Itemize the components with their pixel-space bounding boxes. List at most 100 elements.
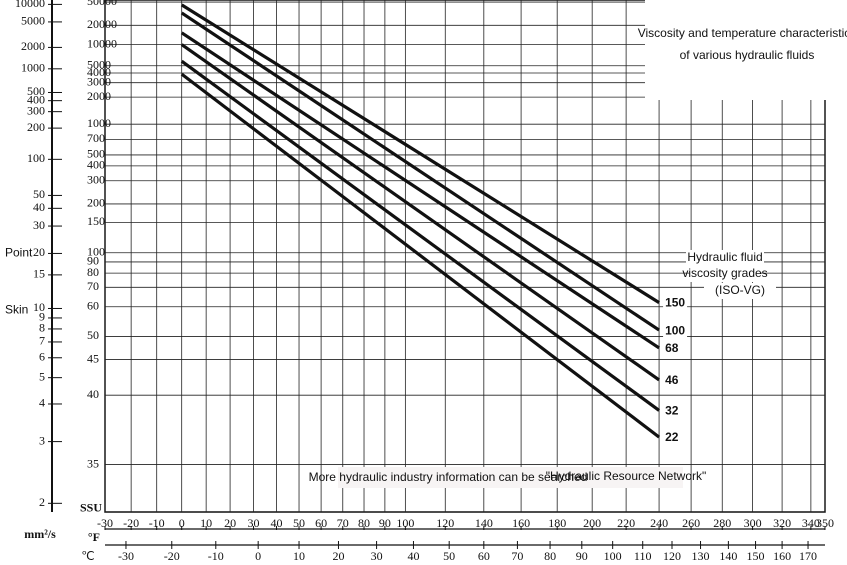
ssu-tick-label: 150: [87, 214, 105, 228]
y-tick-label: 3: [39, 433, 45, 447]
y-tick-label: 100: [27, 151, 45, 165]
x-axis-label: °F: [88, 530, 100, 544]
chart-title: Viscosity and temperature characteristic…: [638, 26, 847, 40]
y-tick-label: 200: [27, 120, 45, 134]
x-tick-label: 300: [744, 516, 762, 530]
x-tick-label: 240: [650, 516, 668, 530]
legend-label: 100: [665, 323, 685, 337]
x-tick-label: -20: [123, 516, 139, 530]
footer-source: "Hydraulic Resource Network": [546, 469, 707, 483]
x-tick-label: 30: [248, 516, 260, 530]
ssu-tick-label: 300: [87, 173, 105, 187]
viscosity-line: [180, 31, 660, 350]
footer-note: More hydraulic industry information can …: [309, 470, 588, 484]
ssu-tick-label: 200: [87, 196, 105, 210]
label-bg: [663, 321, 688, 340]
ssu-tick-label: 45: [87, 351, 99, 365]
labels: -30 -20 -10 0 10 20 30 40 50 60 70 80 90 100 120 140 160…: [5, 0, 847, 563]
legend-title-bg: [704, 283, 776, 299]
chart-subtitle: of various hydraulic fluids: [680, 48, 815, 62]
x2-tick-label: 90: [576, 549, 588, 563]
x-tick-label: -10: [149, 516, 165, 530]
x2-tick-label: 60: [478, 549, 490, 563]
label-bg: [663, 401, 688, 420]
legend-title-bg: [686, 250, 764, 266]
y-tick-label: 10000: [15, 0, 45, 10]
y-tick-label: 15: [33, 267, 45, 281]
viscosity-line: [180, 3, 660, 304]
x-tick-label: 100: [396, 516, 414, 530]
ssu-tick-label: 3000: [87, 74, 111, 88]
viscosity-line: [180, 72, 661, 439]
x-tick-label: 320: [773, 516, 791, 530]
x2-tick-label: 10: [293, 549, 305, 563]
y-tick-label: 40: [33, 200, 45, 214]
x-tick-label: -30: [97, 516, 113, 530]
x2-tick-label: 80: [544, 549, 556, 563]
x-tick-label: 90: [379, 516, 391, 530]
ssu-tick-label: 50000: [87, 0, 117, 8]
y-tick-label: 1000: [21, 61, 45, 75]
x-tick-label: 20: [224, 516, 236, 530]
ssu-tick-label: 700: [87, 131, 105, 145]
legend-title-bg: [690, 266, 760, 282]
y-tick-label: 300: [27, 103, 45, 117]
y-tick-label: 500: [27, 84, 45, 98]
y-tick-label: 7: [39, 334, 45, 348]
x2-tick-label: 20: [332, 549, 344, 563]
y-tick-label: 20: [33, 245, 45, 259]
legend-title: (ISO-VG): [715, 283, 765, 297]
x2-tick-label: -20: [164, 549, 180, 563]
x-tick-label: 140: [475, 516, 493, 530]
x-tick-label: 80: [358, 516, 370, 530]
x2-tick-label: 130: [692, 549, 710, 563]
x-tick-label: 350: [816, 516, 834, 530]
x-tick-label: 50: [293, 516, 305, 530]
x2-tick-label: 170: [799, 549, 817, 563]
legend-label: 22: [665, 430, 679, 444]
ssu-axis-label: SSU: [80, 500, 102, 514]
y-tick-label: 5: [39, 369, 45, 383]
x2-tick-label: -30: [118, 549, 134, 563]
label-bg: [663, 293, 688, 312]
label-bg: [663, 338, 688, 357]
x2-tick-label: -10: [208, 549, 224, 563]
x-tick-label: 0: [179, 516, 185, 530]
x2-tick-label: 160: [773, 549, 791, 563]
x-tick-label: 260: [682, 516, 700, 530]
y-tick-label: 6: [39, 350, 45, 364]
x2-tick-label: 140: [719, 549, 737, 563]
viscosity-line: [180, 43, 661, 382]
ssu-tick-label: 40: [87, 387, 99, 401]
legend-label: 150: [665, 296, 685, 310]
x-tick-label: 160: [512, 516, 530, 530]
legend-label: 46: [665, 373, 679, 387]
y-tick-label: 9: [39, 310, 45, 324]
y-axis-label: mm²/s: [24, 527, 56, 541]
legend-label: 68: [665, 341, 679, 355]
legend-title: viscosity grades: [682, 266, 767, 280]
grid: [104, 0, 826, 530]
ssu-tick-label: 5000: [87, 58, 111, 72]
x-tick-label: 220: [617, 516, 635, 530]
x-tick-label: 10: [200, 516, 212, 530]
ssu-tick-label: 2000: [87, 89, 111, 103]
label-bg: [663, 428, 688, 447]
y-tick-label: 8: [39, 321, 45, 335]
x2-tick-label: 30: [371, 549, 383, 563]
ssu-tick-label: 1000: [87, 116, 111, 130]
x-tick-label: 40: [271, 516, 283, 530]
legend-title: Hydraulic fluid: [687, 250, 762, 264]
ssu-tick-label: 90: [87, 254, 99, 268]
x2-tick-label: 100: [604, 549, 622, 563]
ssu-tick-label: 10000: [87, 36, 117, 50]
ssu-tick-label: 80: [87, 265, 99, 279]
ssu-tick-label: 20000: [87, 17, 117, 31]
x-tick-label: 120: [436, 516, 454, 530]
y-tick-label: 4: [39, 396, 45, 410]
ssu-tick-label: 35: [87, 456, 99, 470]
x-tick-label: 200: [583, 516, 601, 530]
series-lines: [180, 3, 661, 439]
ssu-tick-label: 400: [87, 158, 105, 172]
